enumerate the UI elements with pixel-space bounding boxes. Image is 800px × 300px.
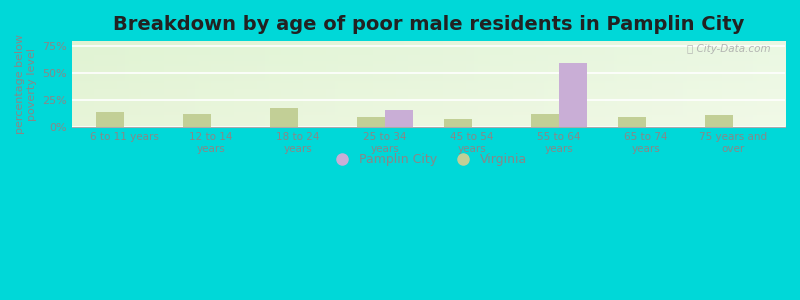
Bar <box>183 114 211 127</box>
Bar <box>705 116 733 127</box>
Title: Breakdown by age of poor male residents in Pamplin City: Breakdown by age of poor male residents … <box>113 15 744 34</box>
Y-axis label: percentage below
poverty level: percentage below poverty level <box>15 34 37 134</box>
Bar <box>270 108 298 127</box>
Bar <box>559 63 586 127</box>
Bar <box>444 119 472 127</box>
Bar <box>618 116 646 127</box>
Text: ⓘ City-Data.com: ⓘ City-Data.com <box>687 44 770 54</box>
Legend: Pamplin City, Virginia: Pamplin City, Virginia <box>325 148 532 171</box>
Bar <box>531 114 559 127</box>
Bar <box>385 110 413 127</box>
Bar <box>357 116 385 127</box>
Bar <box>96 112 124 127</box>
